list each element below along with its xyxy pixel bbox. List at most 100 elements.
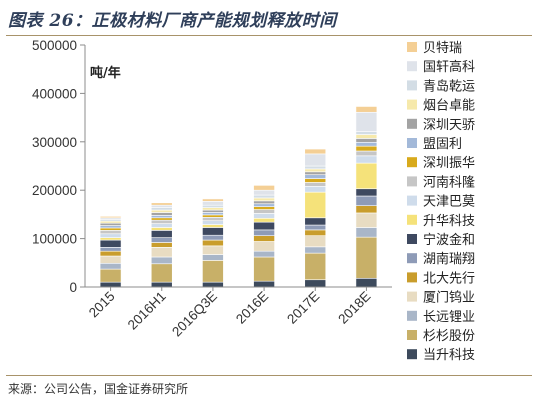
bar-segment <box>150 230 173 238</box>
bar-segment <box>304 252 327 281</box>
bar-segment <box>99 247 122 252</box>
y-tick-label: 100000 <box>32 232 77 247</box>
legend-label: 长远锂业 <box>423 310 475 325</box>
bar-segment <box>355 111 378 132</box>
legend-label: 天津巴莫 <box>423 195 475 210</box>
bar-segment <box>99 230 122 235</box>
legend-item: 烟台卓能 <box>407 99 475 114</box>
legend-swatch <box>407 291 417 302</box>
legend-item: 升华科技 <box>407 214 475 229</box>
bar-stack <box>253 185 275 288</box>
legend-swatch <box>407 138 417 148</box>
bar-segment <box>304 174 327 179</box>
bar-segment <box>304 182 327 187</box>
legend-label: 贝特瑞 <box>423 41 462 56</box>
title-divider <box>6 35 532 36</box>
bar-segment <box>202 212 224 216</box>
legend-swatch <box>407 310 417 321</box>
bar-segment <box>202 234 224 241</box>
x-tick-label: 2015 <box>86 289 118 321</box>
bar-segment <box>202 201 224 206</box>
bar-segment <box>150 202 173 206</box>
bar-segment <box>99 222 122 226</box>
legend-item: 当升科技 <box>407 348 475 363</box>
bar-segment <box>99 239 122 248</box>
bar-segment <box>355 155 378 164</box>
bar-segment <box>355 195 378 206</box>
legend-swatch <box>407 118 417 129</box>
bar-segment <box>150 212 173 216</box>
legend-label: 深圳天骄 <box>423 118 475 133</box>
bar-segment <box>202 204 224 208</box>
bar-segment <box>304 178 327 183</box>
bar-segment <box>253 280 275 288</box>
legend-item: 宁波金和 <box>407 232 475 248</box>
bar-segment <box>253 200 275 205</box>
y-tick-label: 200000 <box>32 183 77 198</box>
legend-swatch <box>407 80 417 91</box>
legend-item: 青岛乾运 <box>407 78 475 94</box>
chart-title: 图表 26：正极材料厂商产能规划释放时间 <box>8 11 337 31</box>
bar-segment <box>150 227 173 231</box>
legend-swatch <box>407 99 417 110</box>
bar-segment <box>355 162 378 190</box>
legend-label: 湖南瑞翔 <box>423 251 475 267</box>
x-tick-label: 2018E <box>335 289 373 327</box>
bar-segment <box>202 209 224 213</box>
bar-segment <box>150 242 173 248</box>
legend-item: 天津巴莫 <box>407 195 475 210</box>
bars-group <box>99 106 378 288</box>
bar-segment <box>202 254 224 261</box>
legend-swatch <box>407 157 417 168</box>
bar-segment <box>99 268 122 283</box>
bar-segment <box>99 250 122 257</box>
bar-segment <box>202 224 224 228</box>
legend-item: 厦门钨业 <box>407 290 475 306</box>
legend-swatch <box>407 176 417 187</box>
bar-segment <box>253 241 275 252</box>
bar-segment <box>355 188 378 197</box>
bar-segment <box>253 203 275 207</box>
bar-segment <box>150 204 173 208</box>
y-tick-label: 400000 <box>32 86 77 101</box>
legend-swatch <box>407 349 417 360</box>
legend-label: 当升科技 <box>423 348 475 363</box>
bar-segment <box>150 256 173 265</box>
legend-label: 厦门钨业 <box>423 290 475 306</box>
x-tick-label: 2016H1 <box>125 289 169 333</box>
legend-label: 盟固利 <box>423 137 462 152</box>
y-tick-label: 500000 <box>32 38 77 53</box>
bar-segment <box>253 185 275 191</box>
bar-segment <box>355 212 378 228</box>
legend-swatch <box>407 253 417 264</box>
bar-segment <box>304 168 327 173</box>
source-note: 来源：公司公告，国金证券研究所 <box>8 382 189 396</box>
legend-item: 北大先行 <box>407 271 475 286</box>
legend-label: 烟台卓能 <box>423 99 475 114</box>
legend-label: 青岛乾运 <box>423 78 475 94</box>
bar-segment <box>202 281 224 288</box>
bar-segment <box>355 150 378 157</box>
bar-stack <box>99 216 122 288</box>
bar-segment <box>304 165 327 170</box>
legend-label: 杉杉股份 <box>423 329 475 344</box>
bar-segment <box>253 189 275 196</box>
bar-segment <box>253 209 275 214</box>
bar-segment <box>355 138 378 143</box>
legend-label: 国轩高科 <box>423 59 475 75</box>
x-tick-label: 2016Q3E <box>169 289 220 340</box>
bar-segment <box>202 245 224 255</box>
bar-segment <box>150 209 173 213</box>
bar-segment <box>150 219 173 224</box>
bar-segment <box>253 256 275 282</box>
bar-segment <box>355 141 378 147</box>
legend-item: 杉杉股份 <box>407 329 475 344</box>
bar-segment <box>99 262 122 270</box>
bar-segment <box>253 213 275 219</box>
bar-segment <box>202 227 224 236</box>
legend-label: 深圳振华 <box>423 156 475 171</box>
bar-segment <box>304 229 327 236</box>
y-axis: 0 100000 200000 300000 400000 500000 <box>32 38 86 295</box>
legend-swatch <box>407 42 417 52</box>
bar-segment <box>99 227 122 231</box>
